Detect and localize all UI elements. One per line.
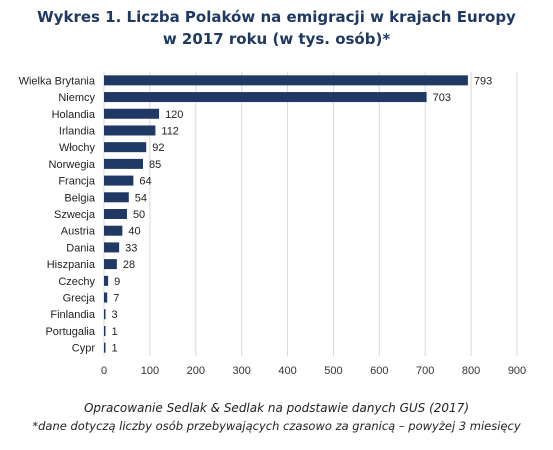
value-label: 3 xyxy=(112,309,118,321)
category-label: Francja xyxy=(58,176,96,188)
x-tick-label: 700 xyxy=(416,365,434,377)
x-tick-label: 300 xyxy=(232,365,250,377)
x-tick-label: 500 xyxy=(324,365,342,377)
value-label: 64 xyxy=(139,176,151,188)
bar-2 xyxy=(104,108,160,119)
bar-7 xyxy=(104,192,129,203)
category-label: Holandia xyxy=(52,109,96,121)
bar-10 xyxy=(104,242,120,253)
category-label: Irlandia xyxy=(59,125,96,137)
chart-title-line-2: w 2017 roku (w tys. osób)* xyxy=(162,30,391,48)
category-label: Finlandia xyxy=(50,309,96,321)
category-label: Portugalia xyxy=(45,326,95,338)
value-label: 1 xyxy=(112,343,118,355)
value-label: 1 xyxy=(112,326,118,338)
bar-16 xyxy=(104,342,106,353)
value-label: 112 xyxy=(161,125,179,137)
value-label: 50 xyxy=(133,209,145,221)
bar-3 xyxy=(104,125,156,136)
bar-1 xyxy=(104,92,427,103)
category-label: Wielka Brytania xyxy=(19,75,96,87)
value-label: 793 xyxy=(474,75,492,87)
bar-12 xyxy=(104,275,109,286)
gridlines xyxy=(103,72,518,356)
category-label: Włochy xyxy=(59,142,96,154)
bars xyxy=(104,75,468,353)
bar-8 xyxy=(104,209,127,219)
bar-9 xyxy=(104,225,123,236)
category-labels: Wielka Brytania Niemcy Holandia Irlandia Wło… xyxy=(19,75,96,354)
x-tick-label: 600 xyxy=(370,365,388,377)
value-label: 40 xyxy=(128,226,140,238)
footnote-note: *dane dotyczą liczby osób przebywających… xyxy=(32,419,521,433)
bar-15 xyxy=(104,325,106,336)
category-label: Austria xyxy=(61,226,96,238)
x-tick-labels: 0 100 200 300 400 500 600 700 800 900 xyxy=(101,365,526,377)
category-label: Niemcy xyxy=(58,92,95,104)
bar-13 xyxy=(104,292,108,303)
category-label: Czechy xyxy=(58,276,95,288)
category-label: Grecja xyxy=(63,293,96,305)
bar-6 xyxy=(104,175,134,186)
x-tick-label: 0 xyxy=(101,365,107,377)
bar-0 xyxy=(104,75,468,86)
category-label: Hiszpania xyxy=(47,259,96,271)
value-label: 85 xyxy=(149,159,161,171)
x-tick-label: 200 xyxy=(187,365,205,377)
x-tick-label: 900 xyxy=(508,365,526,377)
value-label: 120 xyxy=(165,109,183,121)
bar-4 xyxy=(104,142,147,153)
value-label: 54 xyxy=(135,192,147,204)
value-labels: 793 703 120 112 92 85 64 54 50 40 33 289 7 3 1 1 xyxy=(112,75,493,354)
bar-14 xyxy=(104,309,106,320)
chart-title-line-1: Wykres 1. Liczba Polaków na emigracji w … xyxy=(37,8,516,26)
category-label: Norwegia xyxy=(49,159,96,171)
footnote-source: Opracowanie Sedlak & Sedlak na podstawie… xyxy=(83,401,470,415)
category-label: Cypr xyxy=(72,343,96,355)
category-label: Dania xyxy=(66,242,96,254)
value-label: 33 xyxy=(125,242,137,254)
category-label: Szwecja xyxy=(54,209,96,221)
value-label: 9 xyxy=(114,276,120,288)
bar-5 xyxy=(104,158,144,169)
x-tick-label: 800 xyxy=(462,365,480,377)
value-label: 703 xyxy=(433,92,451,104)
value-label: 7 xyxy=(113,293,119,305)
bar-11 xyxy=(104,259,117,270)
value-label: 28 xyxy=(123,259,135,271)
x-tick-label: 100 xyxy=(141,365,159,377)
category-label: Belgia xyxy=(64,192,95,204)
x-tick-label: 400 xyxy=(278,365,296,377)
value-label: 92 xyxy=(152,142,164,154)
bar-chart: Wielka Brytania Niemcy Holandia Irlandia Wło… xyxy=(19,72,526,377)
